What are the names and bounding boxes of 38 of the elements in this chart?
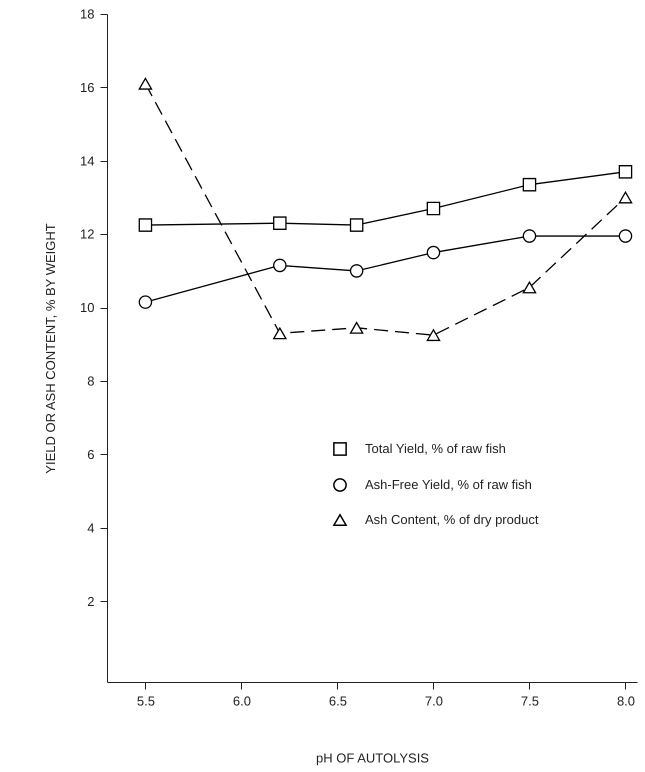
point <box>138 218 152 232</box>
y-tick-label: 16 <box>80 80 94 95</box>
point <box>426 329 440 342</box>
point <box>350 264 364 278</box>
legend-label: Total Yield, % of raw fish <box>365 441 506 456</box>
y-tick-label: 2 <box>87 594 94 609</box>
point <box>350 218 364 232</box>
y-tick-label: 10 <box>80 300 94 316</box>
point <box>522 229 536 243</box>
point <box>426 202 440 216</box>
x-tick-label: 7.0 <box>424 694 443 708</box>
point <box>273 258 287 272</box>
point <box>138 78 152 90</box>
y-tick-label: 6 <box>87 446 94 462</box>
x-tick-label: 6.0 <box>232 694 251 708</box>
y-tick-label: 8 <box>87 374 94 389</box>
point <box>522 281 536 294</box>
point <box>350 322 364 334</box>
point <box>273 327 287 340</box>
x-tick-label: 8.0 <box>616 694 636 708</box>
x-tick-label: 6.5 <box>328 694 347 708</box>
point <box>138 295 152 309</box>
point <box>618 229 632 243</box>
y-axis-title: YIELD OR ASH CONTENT, % BY WEIGHT <box>43 223 58 474</box>
y-tick-label: 18 <box>80 6 94 22</box>
point <box>522 178 536 192</box>
point <box>618 165 632 179</box>
y-tick-label: 14 <box>80 153 94 168</box>
x-tick-label: 5.5 <box>136 694 155 708</box>
y-tick-label: 12 <box>80 226 94 242</box>
legend-label: Ash Content, % of dry product <box>365 512 539 527</box>
point <box>426 246 440 260</box>
y-tick-label: 4 <box>87 520 94 536</box>
point <box>618 192 632 204</box>
x-tick-label: 7.5 <box>520 694 540 708</box>
legend-label: Ash-Free Yield, % of raw fish <box>365 477 532 492</box>
x-axis-title: pH OF AUTOLYSIS <box>316 750 430 766</box>
point <box>273 216 287 230</box>
